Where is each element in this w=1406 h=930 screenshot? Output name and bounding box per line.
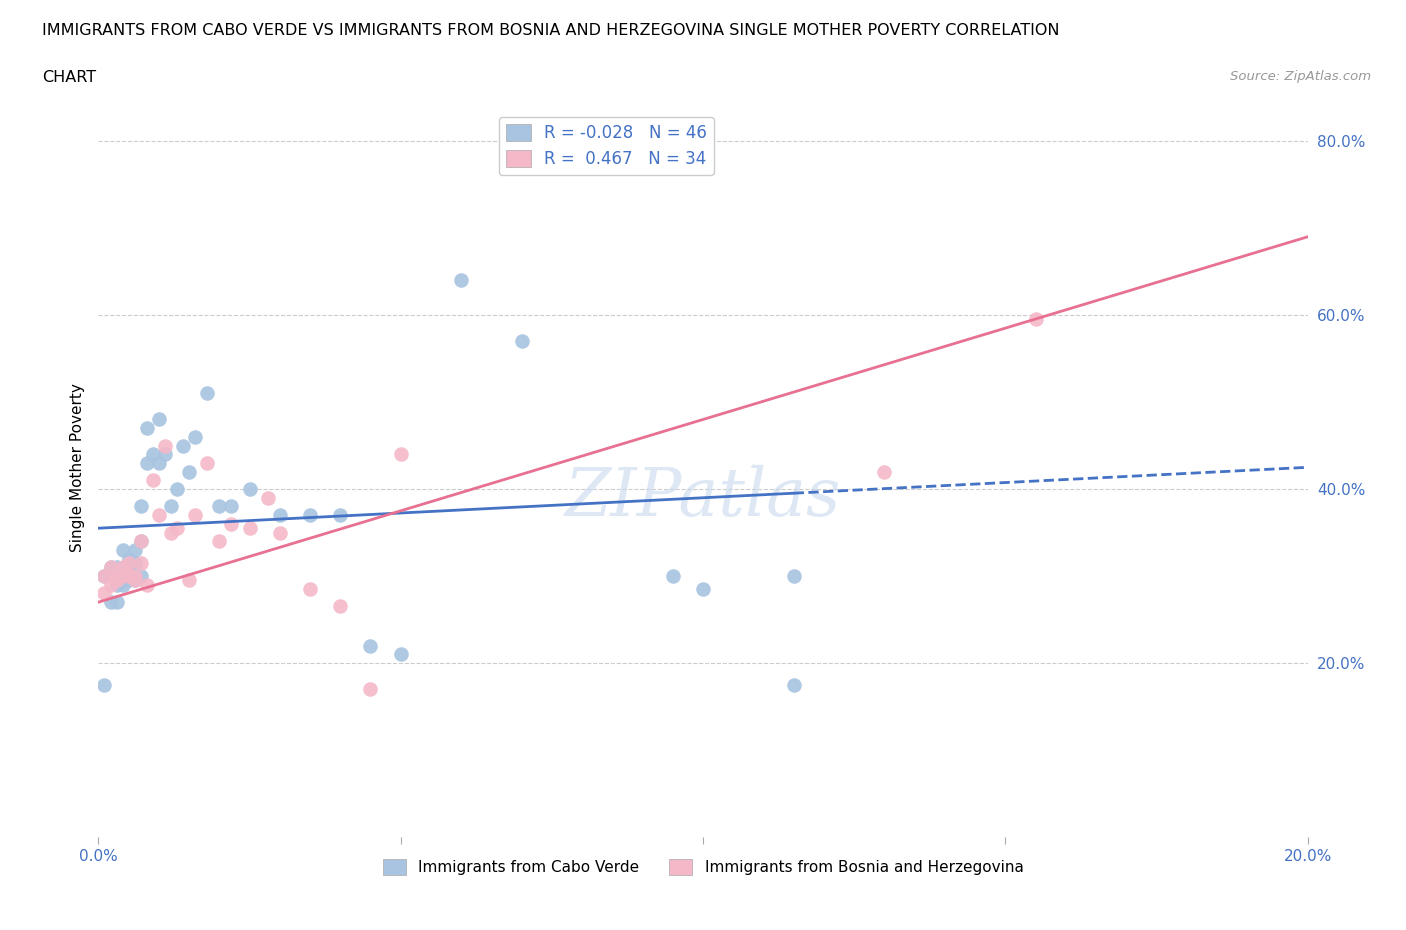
Point	[93, 568, 115, 583]
Point	[221, 516, 243, 531]
Point	[329, 508, 352, 523]
Point	[100, 594, 122, 609]
Point	[179, 464, 201, 479]
Point	[160, 499, 183, 514]
Point	[389, 647, 412, 662]
Point	[166, 482, 188, 497]
Point	[118, 560, 141, 575]
Point	[118, 573, 141, 588]
Point	[111, 578, 134, 592]
Point	[135, 578, 157, 592]
Point	[93, 586, 115, 601]
Point	[129, 534, 152, 549]
Point	[124, 573, 146, 588]
Text: IMMIGRANTS FROM CABO VERDE VS IMMIGRANTS FROM BOSNIA AND HERZEGOVINA SINGLE MOTH: IMMIGRANTS FROM CABO VERDE VS IMMIGRANTS…	[42, 23, 1060, 38]
Point	[111, 560, 134, 575]
Text: ZIPatlas: ZIPatlas	[565, 464, 841, 529]
Point	[105, 578, 128, 592]
Point	[692, 581, 714, 596]
Point	[172, 438, 194, 453]
Point	[124, 542, 146, 557]
Point	[783, 677, 806, 692]
Point	[118, 555, 141, 570]
Point	[160, 525, 183, 540]
Point	[179, 573, 201, 588]
Point	[221, 499, 243, 514]
Point	[269, 508, 291, 523]
Point	[873, 464, 896, 479]
Point	[148, 412, 170, 427]
Point	[100, 578, 122, 592]
Point	[299, 581, 322, 596]
Point	[135, 420, 157, 435]
Point	[148, 456, 170, 471]
Point	[100, 560, 122, 575]
Point	[142, 473, 165, 488]
Point	[111, 542, 134, 557]
Point	[105, 560, 128, 575]
Point	[239, 482, 262, 497]
Point	[329, 599, 352, 614]
Point	[129, 534, 152, 549]
Point	[129, 568, 152, 583]
Point	[105, 594, 128, 609]
Point	[184, 430, 207, 445]
Text: Source: ZipAtlas.com: Source: ZipAtlas.com	[1230, 70, 1371, 83]
Point	[105, 573, 128, 588]
Point	[142, 446, 165, 461]
Point	[299, 508, 322, 523]
Point	[208, 499, 231, 514]
Point	[661, 568, 683, 583]
Point	[105, 568, 128, 583]
Point	[256, 490, 278, 505]
Point	[195, 456, 218, 471]
Point	[360, 682, 382, 697]
Point	[360, 638, 382, 653]
Point	[450, 272, 472, 287]
Point	[100, 560, 122, 575]
Point	[111, 573, 134, 588]
Point	[124, 573, 146, 588]
Point	[124, 555, 146, 570]
Point	[239, 521, 262, 536]
Point	[129, 555, 152, 570]
Point	[269, 525, 291, 540]
Point	[510, 334, 533, 349]
Point	[148, 508, 170, 523]
Point	[118, 551, 141, 566]
Text: CHART: CHART	[42, 70, 96, 85]
Point	[118, 568, 141, 583]
Point	[195, 386, 218, 401]
Point	[135, 456, 157, 471]
Point	[93, 568, 115, 583]
Point	[129, 499, 152, 514]
Point	[208, 534, 231, 549]
Point	[124, 568, 146, 583]
Point	[93, 677, 115, 692]
Point	[1024, 312, 1046, 327]
Point	[783, 568, 806, 583]
Legend: Immigrants from Cabo Verde, Immigrants from Bosnia and Herzegovina: Immigrants from Cabo Verde, Immigrants f…	[377, 853, 1029, 881]
Point	[153, 446, 176, 461]
Point	[389, 446, 412, 461]
Point	[153, 438, 176, 453]
Point	[111, 568, 134, 583]
Point	[166, 521, 188, 536]
Point	[184, 508, 207, 523]
Y-axis label: Single Mother Poverty: Single Mother Poverty	[69, 383, 84, 551]
Point	[111, 568, 134, 583]
